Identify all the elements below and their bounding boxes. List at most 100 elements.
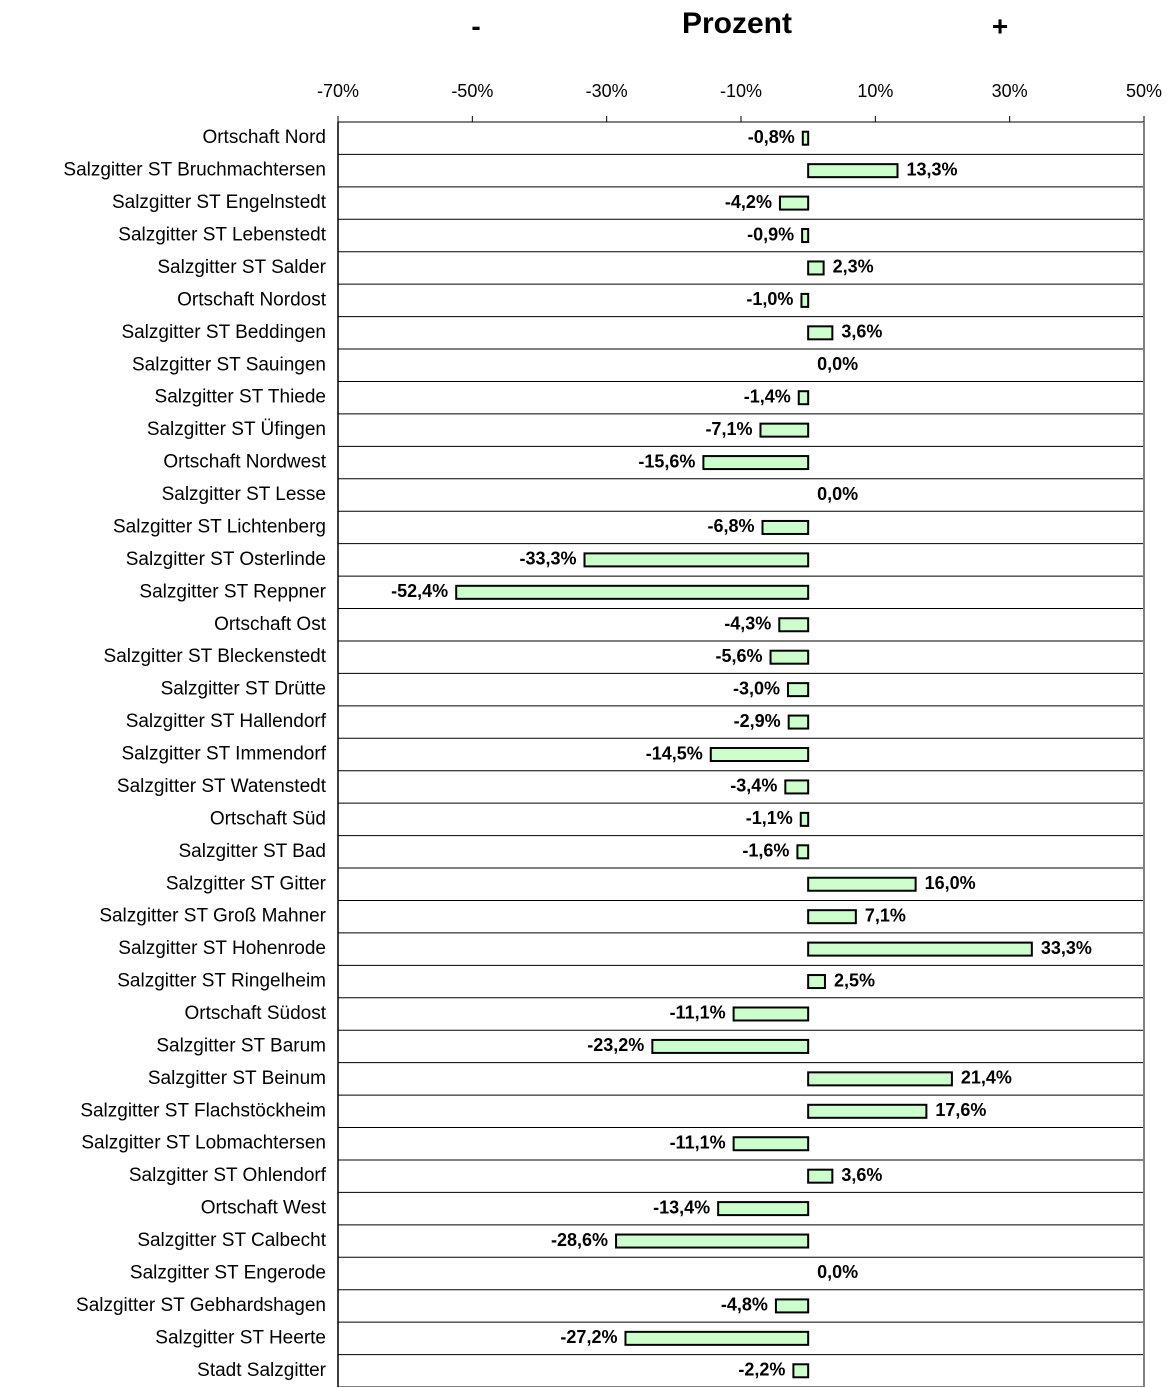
category-label: Salzgitter ST Beddingen: [121, 322, 326, 343]
bar: [801, 228, 810, 244]
category-label: Salzgitter ST Üfingen: [147, 419, 326, 440]
bar: [709, 747, 810, 762]
bar: [807, 163, 899, 179]
category-label: Salzgitter ST Groß Mahner: [99, 906, 326, 927]
value-label: -1,1%: [746, 808, 793, 828]
category-label: Salzgitter ST Thiede: [155, 387, 326, 408]
category-label: Salzgitter ST Engerode: [130, 1262, 326, 1283]
bar: [774, 1298, 810, 1314]
value-label: -3,4%: [730, 776, 777, 796]
category-label: Ortschaft Ost: [214, 614, 327, 635]
bar: [759, 422, 810, 438]
value-label: 2,5%: [834, 970, 875, 990]
value-label: -2,9%: [734, 711, 781, 731]
category-label: Ortschaft West: [201, 1198, 327, 1219]
bar: [799, 811, 810, 827]
bar: [807, 876, 917, 892]
category-label: Salzgitter ST Gebhardshagen: [76, 1295, 326, 1316]
value-label: -15,6%: [638, 451, 695, 471]
category-label: Salzgitter ST Osterlinde: [126, 549, 326, 570]
value-label: 13,3%: [906, 159, 957, 179]
bar: [787, 714, 810, 730]
bar: [807, 1103, 928, 1119]
bar: [769, 649, 810, 665]
value-label: 3,6%: [841, 322, 882, 342]
x-tick-label: -10%: [720, 81, 762, 101]
category-label: Salzgitter ST Ohlendorf: [129, 1165, 327, 1186]
value-label: -3,0%: [733, 678, 780, 698]
value-label: -7,1%: [705, 419, 752, 439]
category-label: Salzgitter ST Immendorf: [121, 744, 326, 765]
bar: [807, 974, 826, 990]
category-label: Stadt Salzgitter: [197, 1360, 327, 1381]
x-tick-label: 30%: [992, 81, 1028, 101]
value-label: -0,9%: [747, 224, 794, 244]
category-label: Ortschaft Nord: [202, 127, 326, 148]
value-label: 7,1%: [865, 905, 906, 925]
chart-title: Prozent: [682, 7, 792, 40]
value-label: -4,3%: [724, 614, 771, 634]
bar: [796, 844, 810, 860]
category-label: Salzgitter ST Bad: [178, 841, 326, 862]
bar: [807, 1071, 953, 1087]
category-label: Ortschaft Südost: [184, 1003, 326, 1024]
category-label: Salzgitter ST Lesse: [162, 484, 326, 505]
category-label: Ortschaft Nordost: [177, 289, 327, 310]
value-label: -27,2%: [560, 1327, 617, 1347]
value-label: 33,3%: [1041, 938, 1092, 958]
bar: [792, 1363, 810, 1379]
category-label: Salzgitter ST Lebenstedt: [118, 225, 326, 246]
category-label: Salzgitter ST Salder: [157, 257, 326, 278]
bar: [801, 130, 810, 146]
bar: [732, 1136, 810, 1152]
value-label: -6,8%: [707, 516, 754, 536]
minus-annotation: -: [471, 10, 480, 41]
bar: [732, 1006, 810, 1022]
value-label: -4,8%: [721, 1295, 768, 1315]
x-tick-label: -30%: [586, 81, 628, 101]
value-label: -0,8%: [748, 127, 795, 147]
category-label: Salzgitter ST Beinum: [148, 1068, 326, 1089]
x-tick-label: -50%: [451, 81, 493, 101]
category-label: Salzgitter ST Ringelheim: [117, 971, 326, 992]
bar: [797, 390, 810, 406]
category-label: Salzgitter ST Barum: [156, 1035, 326, 1056]
x-tick-label: 10%: [857, 81, 893, 101]
category-label: Salzgitter ST Bleckenstedt: [104, 646, 327, 667]
bar: [624, 1330, 810, 1346]
bar: [807, 325, 834, 341]
value-label: 0,0%: [817, 484, 858, 504]
bar: [455, 584, 810, 600]
value-label: -11,1%: [670, 1132, 726, 1152]
bar: [778, 617, 810, 633]
value-label: -52,4%: [391, 581, 448, 601]
value-label: -28,6%: [551, 1230, 608, 1250]
category-label: Salzgitter ST Engelnstedt: [112, 192, 327, 213]
bar: [787, 682, 810, 698]
value-label: -14,5%: [646, 743, 703, 763]
category-label: Salzgitter ST Reppner: [139, 581, 326, 602]
bar: [800, 292, 810, 308]
value-label: -1,6%: [742, 841, 789, 861]
bar: [778, 195, 810, 211]
category-label: Ortschaft Süd: [210, 808, 326, 829]
value-label: 17,6%: [935, 1100, 986, 1120]
bar: [717, 1201, 810, 1217]
category-label: Salzgitter ST Flachstöckheim: [80, 1100, 326, 1121]
value-label: 2,3%: [833, 257, 874, 277]
category-label: Salzgitter ST Hohenrode: [118, 938, 326, 959]
bar: [761, 519, 810, 535]
value-label: -4,2%: [725, 192, 772, 212]
category-label: Salzgitter ST Hallendorf: [126, 711, 327, 732]
value-label: 3,6%: [841, 1165, 882, 1185]
value-label: -33,3%: [519, 549, 576, 569]
value-label: -5,6%: [716, 646, 763, 666]
x-tick-label: -70%: [317, 81, 359, 101]
category-label: Salzgitter ST Heerte: [155, 1327, 326, 1348]
bar: [807, 941, 1033, 957]
value-label: 21,4%: [961, 1068, 1012, 1088]
value-label: -1,0%: [746, 289, 793, 309]
category-label: Salzgitter ST Lichtenberg: [113, 516, 326, 537]
category-label: Salzgitter ST Calbecht: [137, 1230, 326, 1251]
